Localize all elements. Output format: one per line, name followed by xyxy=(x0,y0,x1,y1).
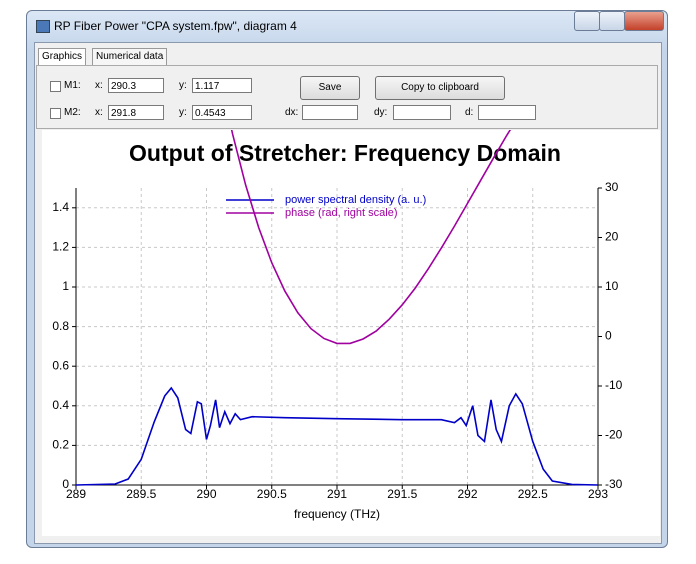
marker-label: M1: xyxy=(64,80,81,91)
tab[interactable]: Numerical data xyxy=(92,48,168,65)
x-label: x: xyxy=(95,107,103,118)
chart-title: Output of Stretcher: Frequency Domain xyxy=(129,140,561,166)
x-tick-label: 290.5 xyxy=(257,487,287,501)
y-label: y: xyxy=(179,107,187,118)
y-field[interactable]: 1.117 xyxy=(192,78,252,93)
x-tick-label: 292.5 xyxy=(518,487,548,501)
y-tick-label: 0.8 xyxy=(52,319,69,333)
series-line xyxy=(230,130,512,345)
x-tick-label: 289 xyxy=(66,487,86,501)
y2-tick-label: -20 xyxy=(605,428,623,442)
y2-tick-label: -30 xyxy=(605,477,623,491)
copy-button[interactable]: Copy to clipboard xyxy=(375,76,505,100)
checkbox[interactable] xyxy=(50,81,61,92)
y-field[interactable]: 0.4543 xyxy=(192,105,252,120)
series-line xyxy=(75,386,599,486)
x-tick-label: 291.5 xyxy=(387,487,417,501)
y-tick-label: 1.2 xyxy=(52,240,69,254)
y-tick-label: 0.6 xyxy=(52,358,69,372)
d-label: d: xyxy=(465,107,474,118)
y2-tick-label: 10 xyxy=(605,279,619,293)
y-tick-label: 1 xyxy=(62,279,69,293)
dy-label: dy: xyxy=(374,107,388,118)
y2-tick-label: -10 xyxy=(605,378,623,392)
dx-label: dx: xyxy=(285,107,299,118)
dy-field[interactable] xyxy=(393,105,451,120)
y2-tick-label: 30 xyxy=(605,180,619,194)
x-field[interactable]: 291.8 xyxy=(108,105,164,120)
y-label: y: xyxy=(179,80,187,91)
x-field[interactable]: 290.3 xyxy=(108,78,164,93)
x-axis-label: frequency (THz) xyxy=(294,507,380,521)
y-tick-label: 0.2 xyxy=(52,438,69,452)
x-tick-label: 292 xyxy=(457,487,477,501)
x-tick-label: 291 xyxy=(327,487,347,501)
x-label: x: xyxy=(95,80,103,91)
x-tick-label: 290 xyxy=(196,487,216,501)
save-button[interactable]: Save xyxy=(300,76,360,100)
marker-label: M2: xyxy=(64,107,81,118)
maximize-button[interactable] xyxy=(599,11,625,31)
close-button[interactable] xyxy=(624,11,664,31)
minimize-button[interactable] xyxy=(574,11,600,31)
legend-label: phase (rad, right scale) xyxy=(285,207,398,219)
x-tick-label: 293 xyxy=(588,487,608,501)
app-icon xyxy=(36,20,50,33)
window-title: RP Fiber Power "CPA system.fpw", diagram… xyxy=(54,19,297,33)
chart: Output of Stretcher: Frequency Domain fr… xyxy=(42,130,660,536)
y-tick-label: 0 xyxy=(62,477,69,491)
legend-label: power spectral density (a. u.) xyxy=(285,194,426,206)
dx-field[interactable] xyxy=(302,105,358,120)
checkbox[interactable] xyxy=(50,108,61,119)
y-tick-label: 0.4 xyxy=(52,398,69,412)
tab[interactable]: Graphics xyxy=(38,48,87,65)
x-tick-label: 289.5 xyxy=(126,487,156,501)
d-field[interactable] xyxy=(478,105,536,120)
y2-tick-label: 0 xyxy=(605,329,612,343)
marker-panel xyxy=(36,65,658,129)
y-tick-label: 1.4 xyxy=(52,200,69,214)
y2-tick-label: 20 xyxy=(605,230,619,244)
